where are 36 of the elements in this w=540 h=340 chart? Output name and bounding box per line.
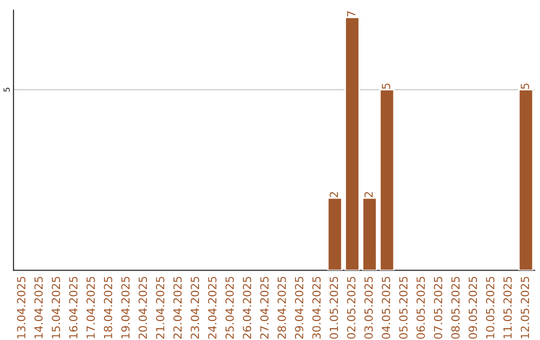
x-tick-label: 12.05.2025 bbox=[520, 276, 530, 338]
data-label: 2 bbox=[330, 192, 338, 198]
x-tick-label: 27.04.2025 bbox=[260, 276, 269, 339]
x-tick-label: 16.04.2025 bbox=[69, 276, 78, 338]
data-label: 2 bbox=[364, 192, 373, 198]
x-tick-label: 26.04.2025 bbox=[242, 276, 252, 339]
x-tick-label: 25.04.2025 bbox=[225, 276, 234, 339]
x-tick-label: 28.04.2025 bbox=[278, 276, 286, 339]
x-tick-label: 07.05.2025 bbox=[434, 276, 442, 339]
x-tick-label: 02.05.2025 bbox=[347, 276, 356, 339]
x-tick-label: 23.04.2025 bbox=[190, 276, 200, 339]
x-tick-label: 03.05.2025 bbox=[364, 276, 373, 339]
x-tick-label: 22.04.2025 bbox=[173, 276, 182, 339]
data-label: 7 bbox=[347, 11, 356, 17]
x-tick-label: 09.05.2025 bbox=[468, 276, 478, 339]
x-tick-label: 17.04.2025 bbox=[86, 276, 95, 338]
x-tick-label: 15.04.2025 bbox=[52, 276, 60, 338]
x-tick-label: 11.05.2025 bbox=[503, 276, 512, 338]
data-label: 5 bbox=[520, 84, 530, 89]
x-tick-label: 04.05.2025 bbox=[382, 276, 390, 339]
x-tick-label: 24.04.2025 bbox=[208, 276, 216, 339]
x-tick-label: 18.04.2025 bbox=[104, 276, 112, 338]
data-label: 5 bbox=[382, 84, 390, 89]
x-tick-label: 01.05.2025 bbox=[330, 276, 338, 339]
x-tick-label: 29.04.2025 bbox=[294, 276, 304, 339]
x-tick-label: 14.04.2025 bbox=[34, 276, 43, 338]
x-tick-label: 13.04.2025 bbox=[17, 276, 26, 338]
x-tick-label: 05.05.2025 bbox=[399, 276, 408, 339]
x-tick-label: 08.05.2025 bbox=[451, 276, 460, 339]
x-tick-label: 21.04.2025 bbox=[156, 276, 164, 339]
x-tick-label: 20.04.2025 bbox=[138, 276, 147, 339]
ref-line-label: 5 bbox=[4, 88, 10, 92]
x-tick-label: 06.05.2025 bbox=[416, 276, 425, 339]
x-tick-label: 30.04.2025 bbox=[312, 276, 321, 339]
x-tick-label: 19.04.2025 bbox=[121, 276, 130, 338]
x-tick-label: 10.05.2025 bbox=[486, 276, 494, 338]
